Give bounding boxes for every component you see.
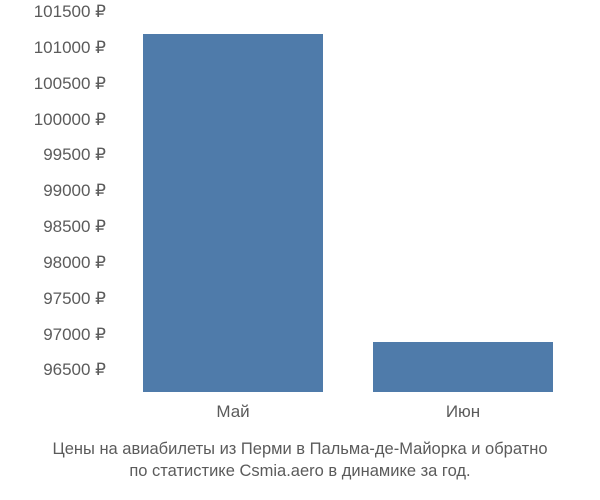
y-tick-label: 96500 ₽	[43, 360, 106, 380]
y-tick-label: 101500 ₽	[34, 2, 106, 22]
bars-container	[118, 12, 578, 392]
caption-line-2: по статистике Csmia.aero в динамике за г…	[0, 460, 600, 482]
y-tick-label: 101000 ₽	[34, 38, 106, 58]
y-tick-label: 97000 ₽	[43, 325, 106, 345]
y-tick-label: 100500 ₽	[34, 74, 106, 94]
y-tick-label: 98000 ₽	[43, 253, 106, 273]
y-axis: 96500 ₽ 97000 ₽ 97500 ₽ 98000 ₽ 98500 ₽ 99000…	[0, 12, 112, 392]
caption-line-1: Цены на авиабилеты из Перми в Пальма-де-…	[0, 438, 600, 460]
x-tick-label: Май	[216, 402, 249, 422]
chart-plot-area	[118, 12, 578, 392]
x-tick-label: Июн	[446, 402, 480, 422]
x-axis: Май Июн	[118, 398, 578, 428]
bar	[143, 34, 322, 392]
y-tick-label: 99000 ₽	[43, 181, 106, 201]
y-tick-label: 97500 ₽	[43, 289, 106, 309]
bar	[373, 342, 552, 392]
y-tick-label: 100000 ₽	[34, 110, 106, 130]
y-tick-label: 99500 ₽	[43, 145, 106, 165]
y-tick-label: 98500 ₽	[43, 217, 106, 237]
